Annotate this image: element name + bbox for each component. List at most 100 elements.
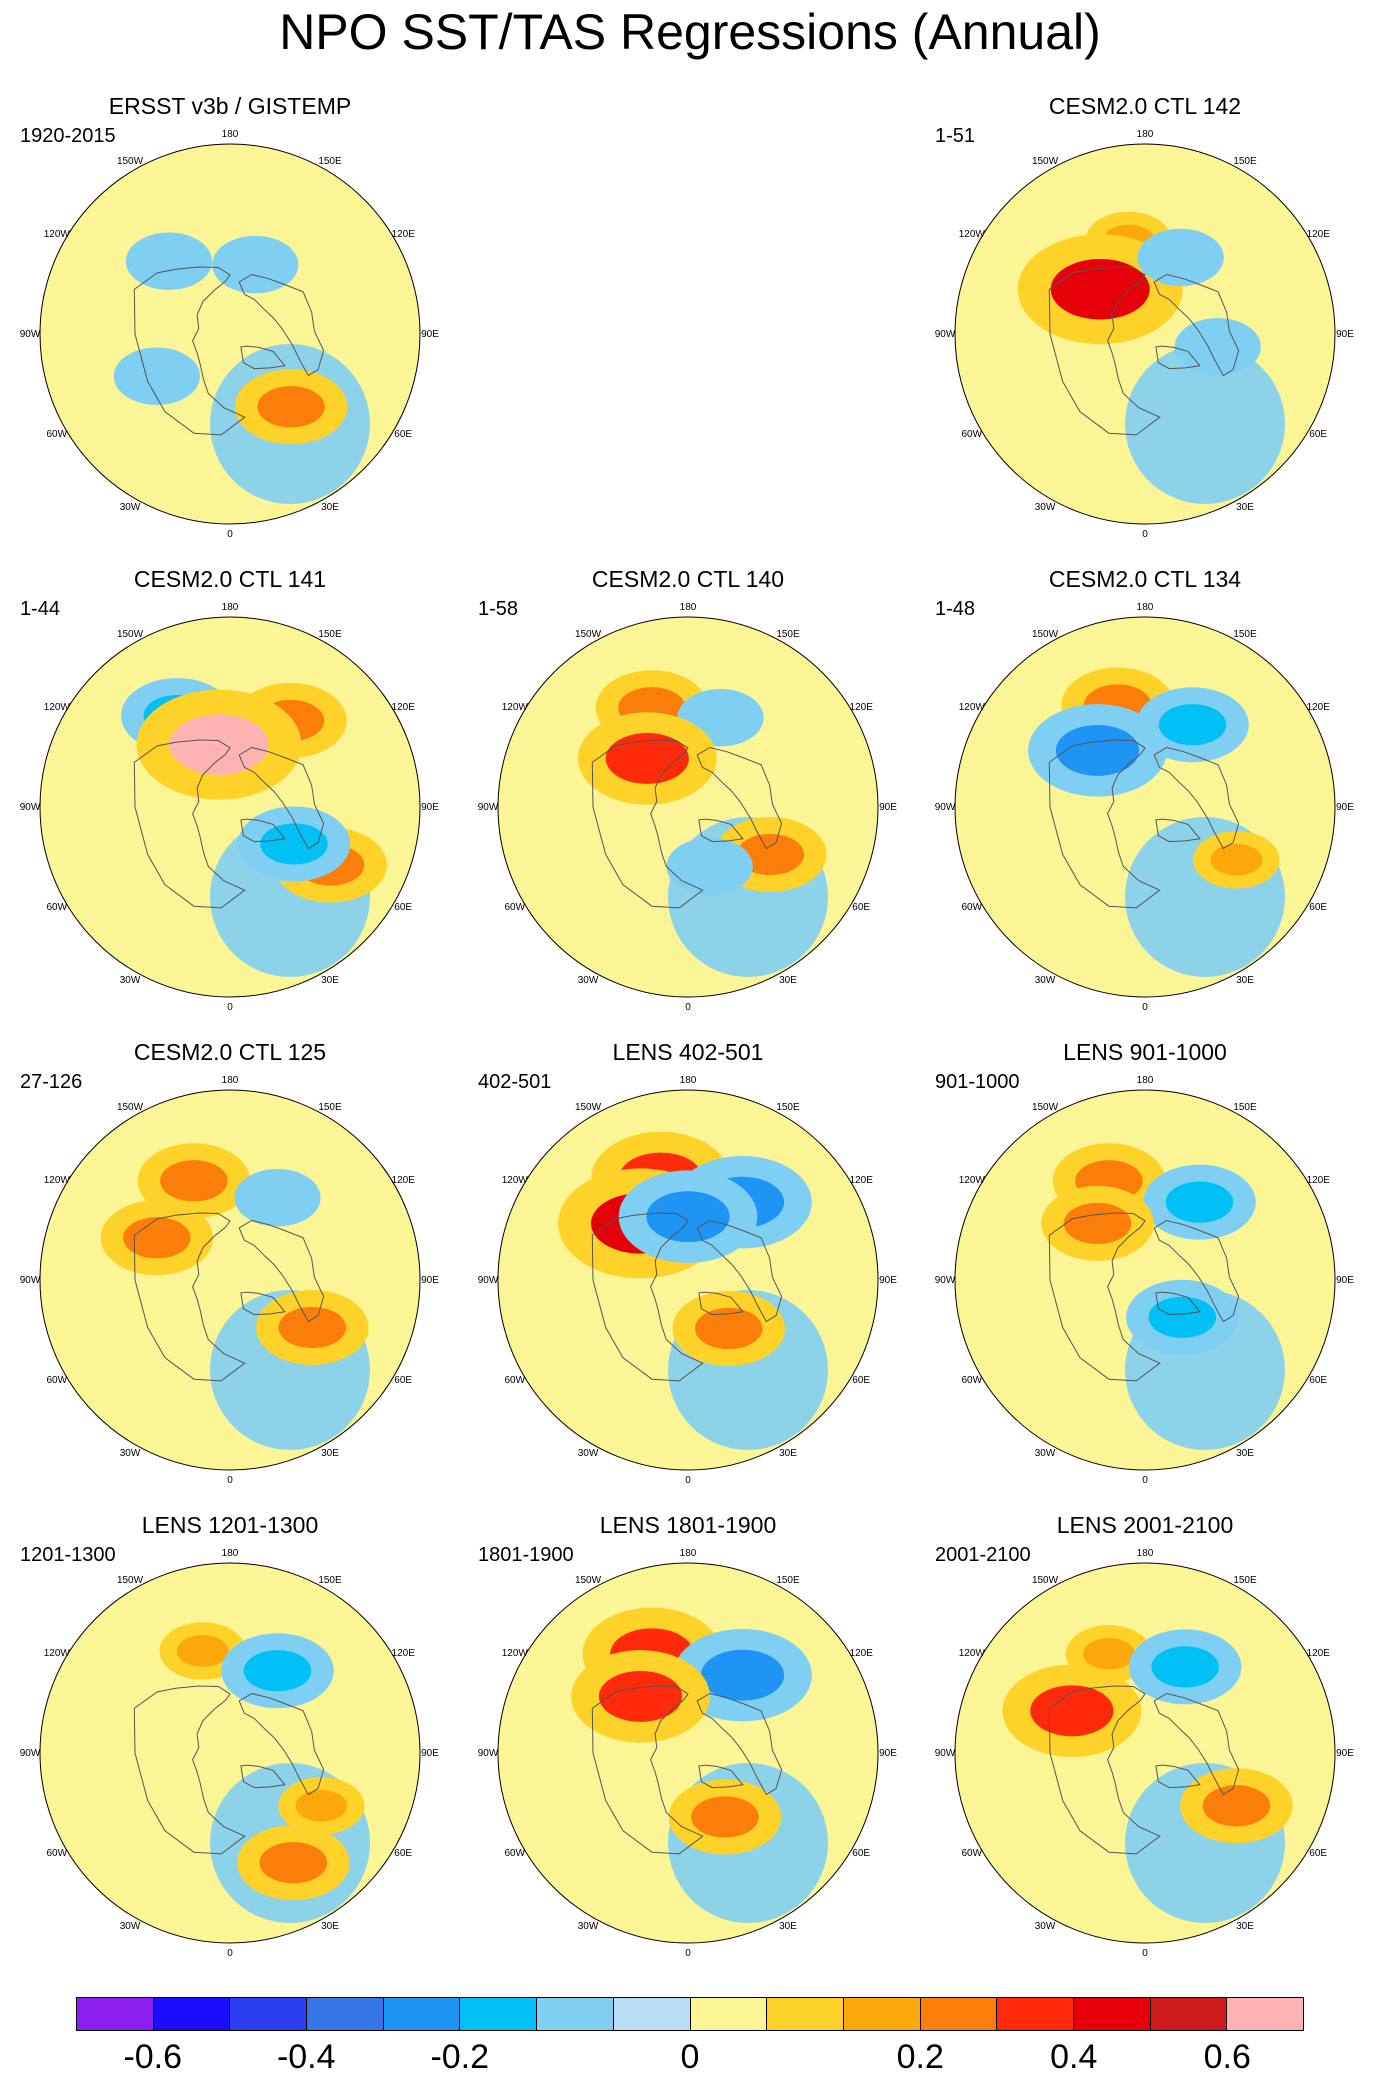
longitude-label: 150E [318,629,342,640]
longitude-label: 60E [852,1375,870,1386]
polar-map: 180 150E 120E 90E 60E 30E 0 30W 60W 90W 120W 150W [478,1548,897,1959]
anomaly-core [605,733,689,784]
longitude-label: 120W [959,1648,986,1659]
longitude-label: 60W [47,1375,68,1386]
longitude-label: 60W [505,1848,526,1859]
anomaly-core [229,248,282,281]
longitude-label: 150E [318,1102,342,1113]
longitude-label: 30E [779,1921,797,1932]
longitude-label: 90W [20,329,41,340]
longitude-label: 150W [117,629,144,640]
panel-title: LENS 1801-1900 [599,1512,777,1538]
map-boundary [954,1089,1336,1471]
map-panel: LENS 1801-1900 1801-1900 180 150E 120E 90E 60E… [478,1511,898,1971]
coastline [696,746,783,850]
longitude-label: 180 [222,129,239,140]
longitude-label: 120E [1307,1175,1331,1186]
longitude-label: 30E [321,502,339,513]
coastline [240,1764,286,1789]
map-boundary [39,616,421,998]
longitude-label: 60W [962,1848,983,1859]
coastline [240,345,286,370]
longitude-label: 150W [575,1575,602,1586]
coastline [1153,746,1240,850]
colorbar-swatch [383,1998,461,2030]
panel-period: 1-51 [935,125,976,147]
coastline [698,1291,744,1316]
longitude-label: 150E [1233,156,1257,167]
coastline [1153,1219,1240,1323]
map-panel: CESM2.0 CTL 142 1-51 180 150E 120E 90E 60E 30E 0… [935,92,1355,552]
longitude-label: 0 [1142,1475,1148,1486]
polar-map: 180 150E 120E 90E 60E 30E 0 30W 60W 90W 120W 150W [20,1548,439,1959]
longitude-label: 90E [879,802,897,813]
coastline [1048,266,1161,436]
longitude-label: 90W [20,802,41,813]
anomaly-core [259,1842,328,1884]
colorbar-tick-label: 0.2 [896,2038,944,2076]
coastline [133,1212,246,1382]
longitude-label: 60E [394,1375,412,1386]
figure-title: NPO SST/TAS Regressions (Annual) [279,4,1101,60]
anomaly-core [295,1789,348,1822]
longitude-label: 150W [1032,156,1059,167]
longitude-label: 30E [1236,502,1254,513]
longitude-label: 30W [578,1921,599,1932]
panel-title: CESM2.0 CTL 141 [133,566,327,592]
anomaly-core [1083,1637,1135,1670]
longitude-label: 0 [685,1475,691,1486]
longitude-label: 90W [478,802,499,813]
longitude-label: 150W [117,1575,144,1586]
longitude-label: 120W [502,1648,529,1659]
coastline [1048,1685,1161,1855]
longitude-label: 60W [962,902,983,913]
anomaly-core [691,1796,759,1838]
coastline [133,739,246,909]
polar-map: 180 150E 120E 90E 60E 30E 0 30W 60W 90W 120W 150W [20,602,439,1013]
longitude-label: 90W [935,1275,956,1286]
longitude-label: 90W [20,1275,41,1286]
coastline [696,1219,783,1323]
longitude-label: 60W [962,429,983,440]
panel-title: CESM2.0 CTL 134 [1048,566,1242,592]
longitude-label: 60E [852,902,870,913]
coastline [1153,273,1240,377]
longitude-label: 30E [321,975,339,986]
map-panel: LENS 2001-2100 2001-2100 180 150E 120E 90E 60E… [935,1511,1355,1971]
colorbar-swatch [613,1998,691,2030]
anomaly-core [130,360,183,393]
longitude-label: 90E [421,329,439,340]
longitude-label: 60E [394,902,412,913]
longitude-label: 150W [117,1102,144,1113]
map-boundary [39,143,421,525]
longitude-label: 60W [47,902,68,913]
map-panel: CESM2.0 CTL 134 1-48 180 150E 120E 90E 60E 30E 0… [935,565,1355,1025]
panel-period: 1-44 [20,598,61,620]
longitude-label: 30E [321,1448,339,1459]
longitude-label: 30W [120,1921,141,1932]
panel-period: 27-126 [20,1071,83,1093]
coastline [240,1291,286,1316]
coastline [133,1685,246,1855]
longitude-label: 0 [227,529,233,540]
anomaly-core [1191,331,1244,363]
panel-period: 901-1000 [935,1071,1020,1093]
longitude-label: 0 [1142,1948,1148,1959]
coastline [238,746,325,850]
longitude-label: 150E [776,1575,800,1586]
map-panel: LENS 402-501 402-501 180 150E 120E 90E 60E 30E 0… [478,1038,898,1498]
longitude-label: 90W [935,329,956,340]
colorbar-swatch [307,1998,384,2030]
longitude-label: 150E [776,629,800,640]
polar-map: 180 150E 120E 90E 60E 30E 0 30W 60W 90W 120W 150W [478,1075,897,1486]
map-boundary [497,1562,879,1944]
polar-map: 180 150E 120E 90E 60E 30E 0 30W 60W 90W 120W 150W [478,602,897,1013]
coastline [591,1685,704,1855]
panel-period: 402-501 [478,1071,552,1093]
longitude-label: 120W [502,1175,529,1186]
longitude-label: 30W [1035,502,1056,513]
longitude-label: 30W [1035,1448,1056,1459]
anomaly-core [278,1306,347,1349]
longitude-label: 60W [505,902,526,913]
colorbar-tick-label: 0 [680,2038,700,2076]
